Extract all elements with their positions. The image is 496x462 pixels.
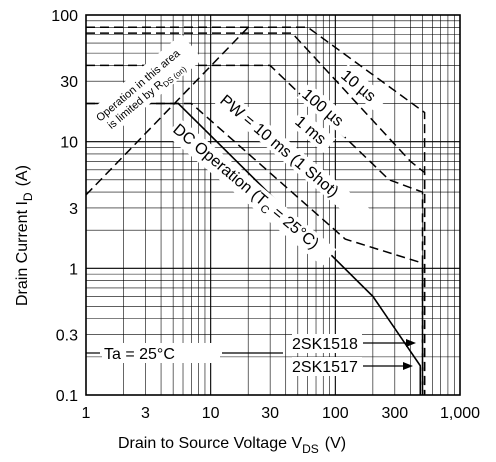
part-2sk1517-bg [292, 357, 362, 376]
part-2sk1518-arrowhead [406, 339, 416, 347]
part-2sk1517-callout: 2SK1517 [292, 357, 413, 376]
series-line-2 [86, 32, 426, 395]
x-tick-label: 30 [261, 405, 279, 422]
rds-on-label-bg [88, 34, 203, 138]
y-tick-label: 1 [69, 261, 78, 278]
label-dc-operation-bg [165, 118, 337, 267]
y-tick-label: 10 [60, 135, 78, 152]
y-tick-label: 3 [69, 201, 78, 218]
series-line-3 [86, 64, 424, 395]
part-2sk1518-callout: 2SK1518 [292, 334, 416, 353]
x-axis-label: Drain to Source Voltage VDS (V) [118, 435, 346, 456]
series-line-0 [85, 26, 249, 196]
label-pw-10ms-bg [214, 89, 373, 226]
ta-label: Ta = 25°C [104, 346, 175, 363]
y-tick-label: 30 [60, 74, 78, 91]
x-tick-label: 3 [141, 405, 150, 422]
x-tick-label: 1 [82, 405, 91, 422]
x-tick-label: 300 [381, 405, 408, 422]
part-2sk1517-arrowhead [403, 362, 413, 370]
label-100us-bg [296, 83, 357, 138]
x-tick-label: 10 [202, 405, 220, 422]
y-tick-label: 0.3 [56, 328, 78, 345]
ta-label-bg [102, 343, 220, 363]
x-tick-label: 1,000 [440, 405, 480, 422]
x-tick-label: 100 [322, 405, 349, 422]
y-tick-labels: 0.1 0.3 1 3 10 30 100 [51, 8, 78, 405]
label-pw-10ms: PW = 10 ms (1 Shot) [214, 89, 373, 226]
part-2sk1517-label: 2SK1517 [292, 359, 358, 376]
x-tick-labels: 1 3 10 30 100 300 1,000 [82, 405, 481, 422]
y-tick-label: 100 [51, 8, 78, 25]
grid [86, 15, 460, 395]
part-2sk1518-label: 2SK1518 [292, 336, 358, 353]
y-axis-label: Drain Current ID(A) [14, 165, 35, 306]
ta-annotation: Ta = 25°C [86, 343, 283, 363]
plot-frame [85, 14, 461, 396]
label-10us-bg [335, 64, 388, 113]
label-1ms-bg [289, 110, 336, 154]
y-tick-label: 0.1 [56, 388, 78, 405]
part-2sk1518-bg [292, 334, 362, 353]
